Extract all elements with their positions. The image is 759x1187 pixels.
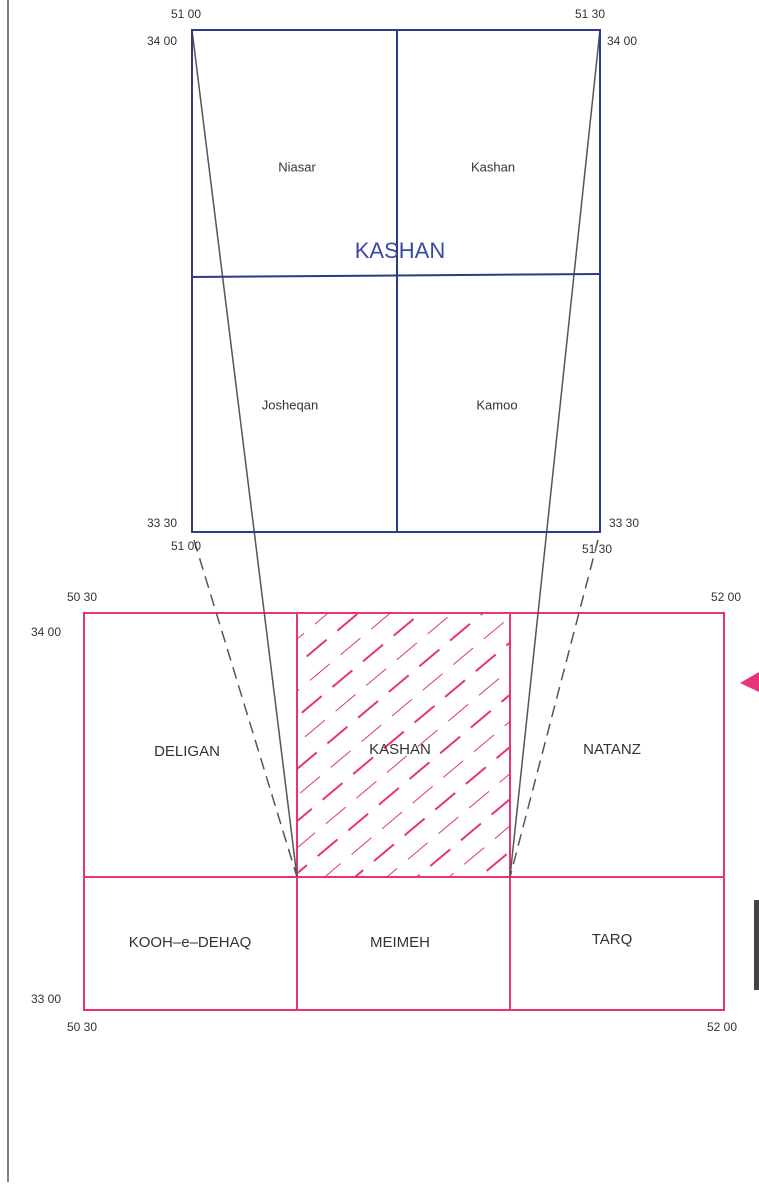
coord-label: 33 00 [31,992,61,1006]
cell-label: Kashan [471,159,515,174]
grid-cell-label: MEIMEH [370,934,430,951]
detail-sheet [191,29,601,533]
connectors [191,29,601,878]
cell-label: Niasar [278,159,316,174]
hatched-cell [297,613,510,877]
coord-label: 51 30 [575,7,605,21]
coord-label: 52 00 [711,590,741,604]
grid-cell-label: KASHAN [369,741,431,758]
coord-label: 51 30 [582,542,612,556]
grid-cell-label: KOOH–e–DEHAQ [129,934,252,951]
grid-cell-label: DELIGAN [154,743,220,760]
connector [191,29,298,878]
cell-label: Josheqan [262,397,318,412]
coord-label: 34 00 [147,34,177,48]
arrow [740,672,759,692]
coord-label: 33 30 [609,516,639,530]
grid-border [83,612,725,1011]
coord-label: 33 30 [147,516,177,530]
coord-label: 34 00 [607,34,637,48]
connector-dashed [509,539,599,878]
coord-label: 52 00 [707,1020,737,1034]
index-grid [83,612,725,1011]
coord-label: 34 00 [31,625,61,639]
coord-label: 50 30 [67,590,97,604]
grid-cell-label: NATANZ [583,741,641,758]
connector-dashed [193,539,298,878]
coord-label: 51 00 [171,539,201,553]
edge-mark [754,900,759,990]
connector [509,29,601,878]
sheet-line [191,273,601,278]
coord-label: 50 30 [67,1020,97,1034]
grid-cell-label: TARQ [592,931,633,948]
sheet-title: KASHAN [355,238,445,263]
cell-label: Kamoo [476,397,517,412]
coord-label: 51 00 [171,7,201,21]
